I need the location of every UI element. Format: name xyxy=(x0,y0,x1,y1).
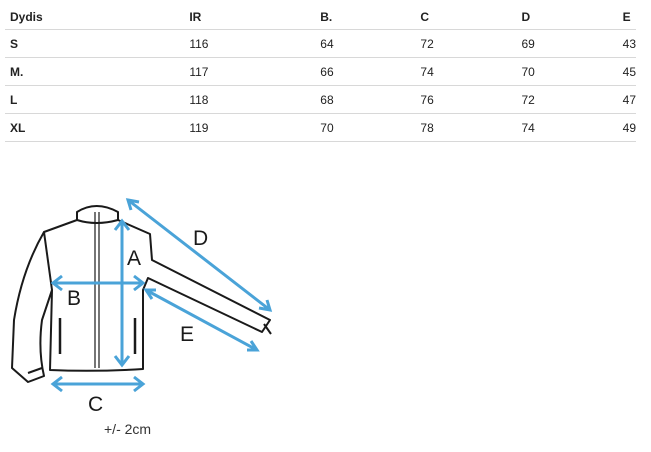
cell: 64 xyxy=(315,29,416,58)
label-a: A xyxy=(127,247,141,270)
cell: M. xyxy=(5,57,185,86)
header-b: B. xyxy=(315,4,416,30)
cell: 118 xyxy=(184,85,316,114)
header-e: E xyxy=(617,4,636,30)
cell: 69 xyxy=(516,29,618,58)
size-table: Dydis IR B. C D E S 116 64 72 69 43 M. 117 66 74… xyxy=(5,4,636,142)
cell: 117 xyxy=(184,57,316,86)
cell: 45 xyxy=(617,57,636,86)
arrow-a xyxy=(113,218,131,368)
header-ir: IR xyxy=(184,4,316,30)
label-d: D xyxy=(193,227,208,250)
table-row: M. 117 66 74 70 45 xyxy=(5,57,636,86)
table-header-row: Dydis IR B. C D E xyxy=(5,4,636,30)
cell: 116 xyxy=(184,29,316,58)
cell: 47 xyxy=(617,85,636,114)
cell: 72 xyxy=(415,29,517,58)
cell: 43 xyxy=(617,29,636,58)
cell: S xyxy=(5,29,185,58)
cell: 119 xyxy=(184,113,316,142)
cell: L xyxy=(5,85,185,114)
label-e: E xyxy=(180,323,194,346)
table-row: XL 119 70 78 74 49 xyxy=(5,113,636,142)
header-size: Dydis xyxy=(5,4,185,30)
cell: 70 xyxy=(315,113,416,142)
cell: 76 xyxy=(415,85,517,114)
cell: XL xyxy=(5,113,185,142)
header-d: D xyxy=(516,4,618,30)
arrow-d xyxy=(125,198,273,312)
jacket-outline xyxy=(11,205,272,383)
cell: 70 xyxy=(516,57,618,86)
cell: 66 xyxy=(315,57,416,86)
label-c: C xyxy=(88,393,103,416)
cell: 78 xyxy=(415,113,517,142)
arrow-c xyxy=(50,375,146,393)
cell: 74 xyxy=(415,57,517,86)
header-c: C xyxy=(415,4,517,30)
tolerance-note: +/- 2cm xyxy=(104,421,152,437)
jacket-diagram: A B C D E xyxy=(11,198,273,416)
measure-arrows xyxy=(50,198,273,393)
table-row: L 118 68 76 72 47 xyxy=(5,85,636,114)
label-b: B xyxy=(67,287,81,310)
cell: 49 xyxy=(617,113,636,142)
cell: 68 xyxy=(315,85,416,114)
cell: 72 xyxy=(516,85,618,114)
arrow-e xyxy=(143,288,260,352)
table-row: S 116 64 72 69 43 xyxy=(5,29,636,58)
arrow-b xyxy=(50,274,146,292)
cell: 74 xyxy=(516,113,618,142)
